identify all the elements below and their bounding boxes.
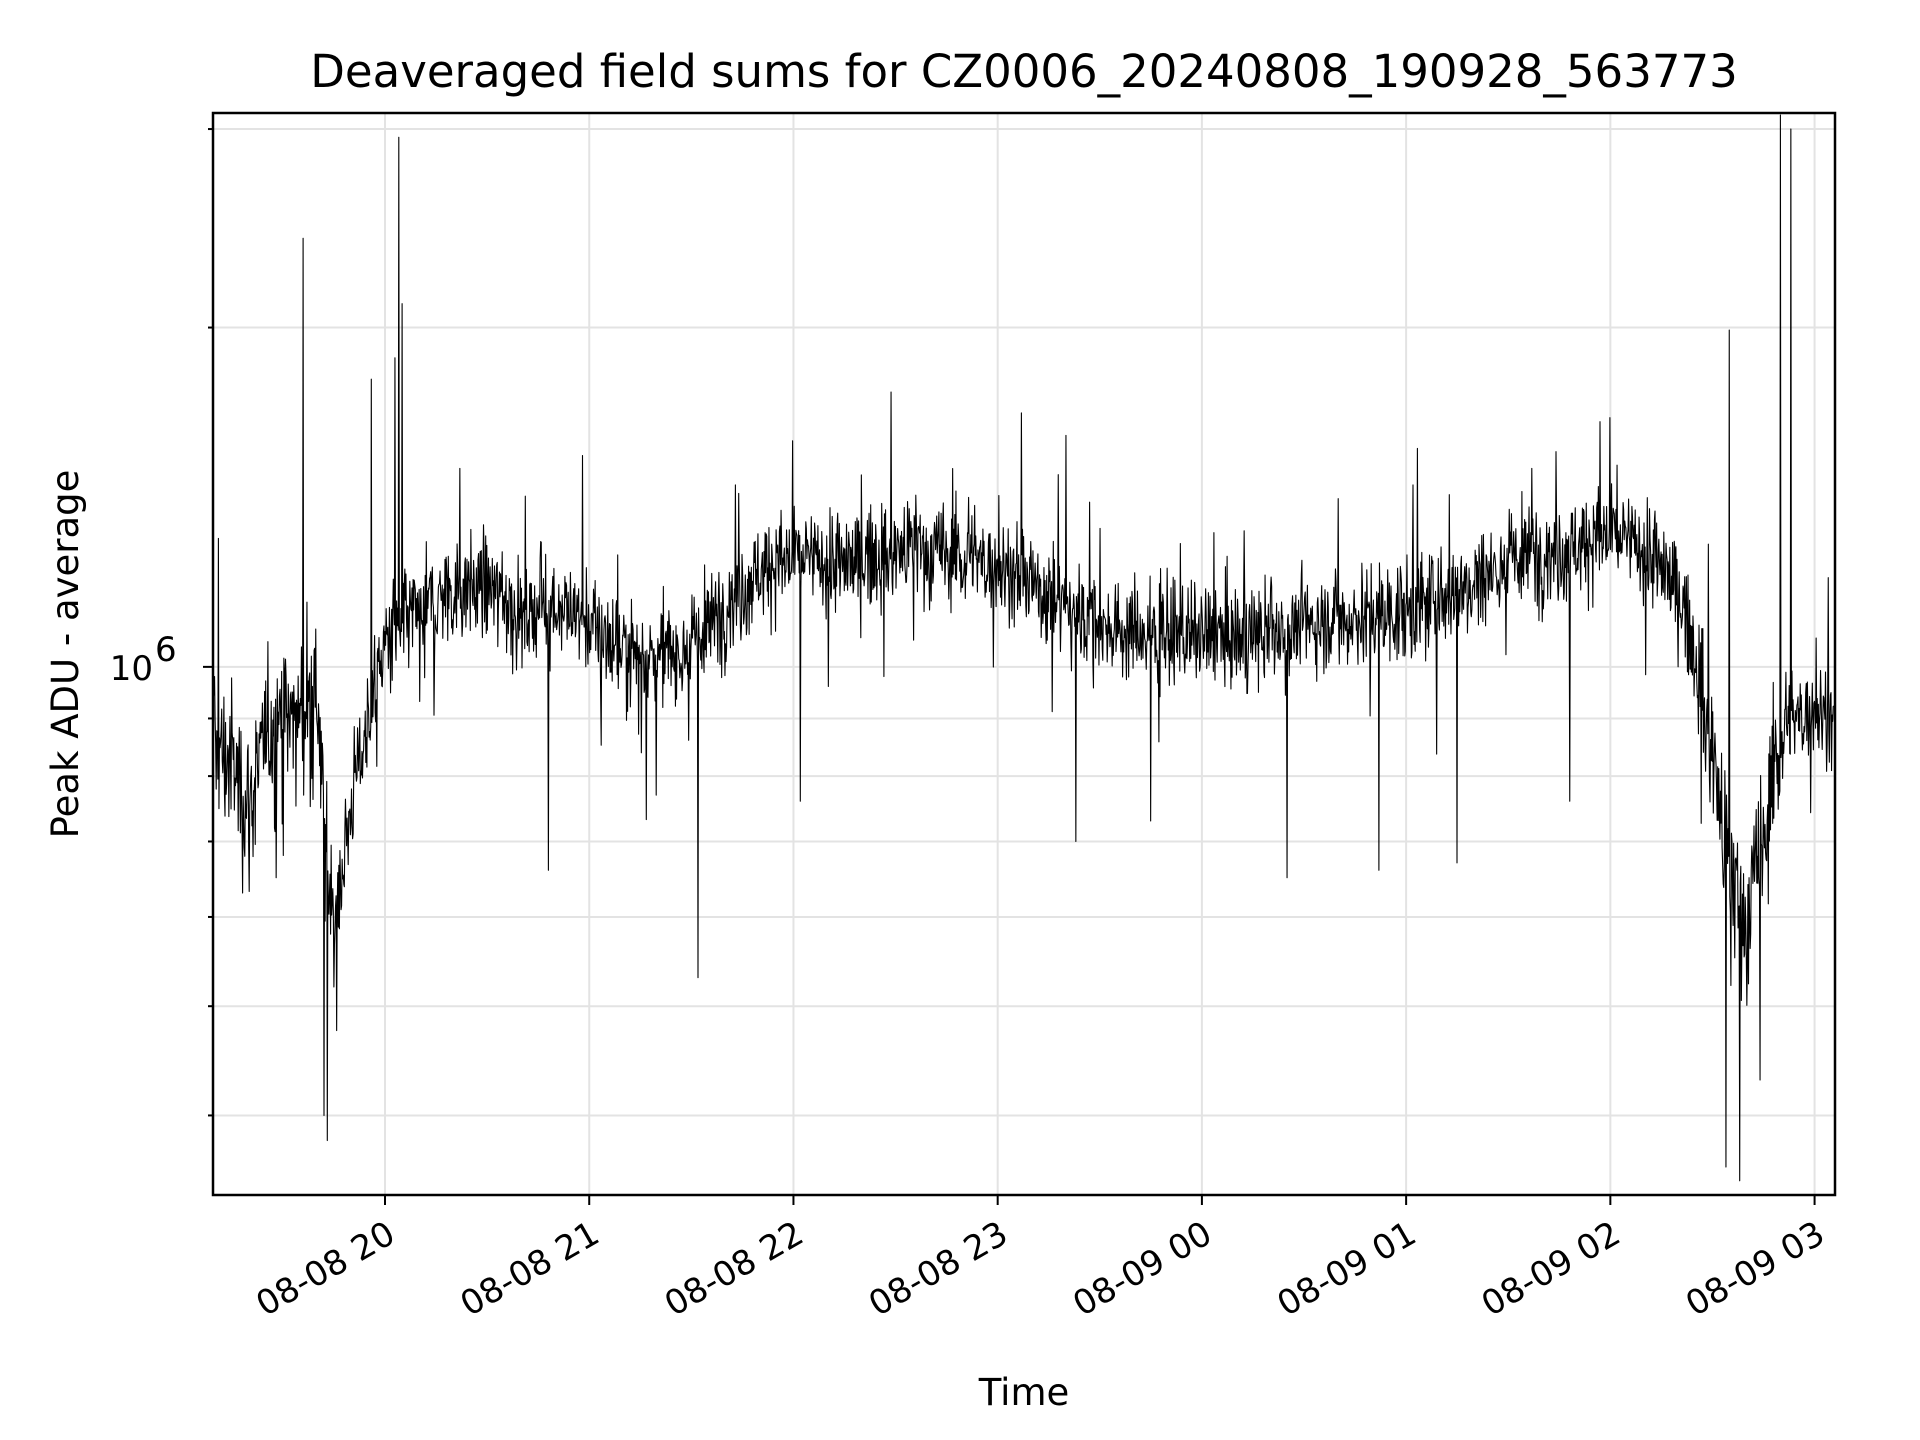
y-tick-label: 10 bbox=[110, 649, 153, 689]
y-tick-label-exponent: 6 bbox=[155, 630, 177, 670]
x-axis-label: Time bbox=[978, 1371, 1070, 1414]
chart-title: Deaveraged field sums for CZ0006_2024080… bbox=[310, 45, 1737, 98]
y-axis-label: Peak ADU - average bbox=[44, 470, 87, 839]
